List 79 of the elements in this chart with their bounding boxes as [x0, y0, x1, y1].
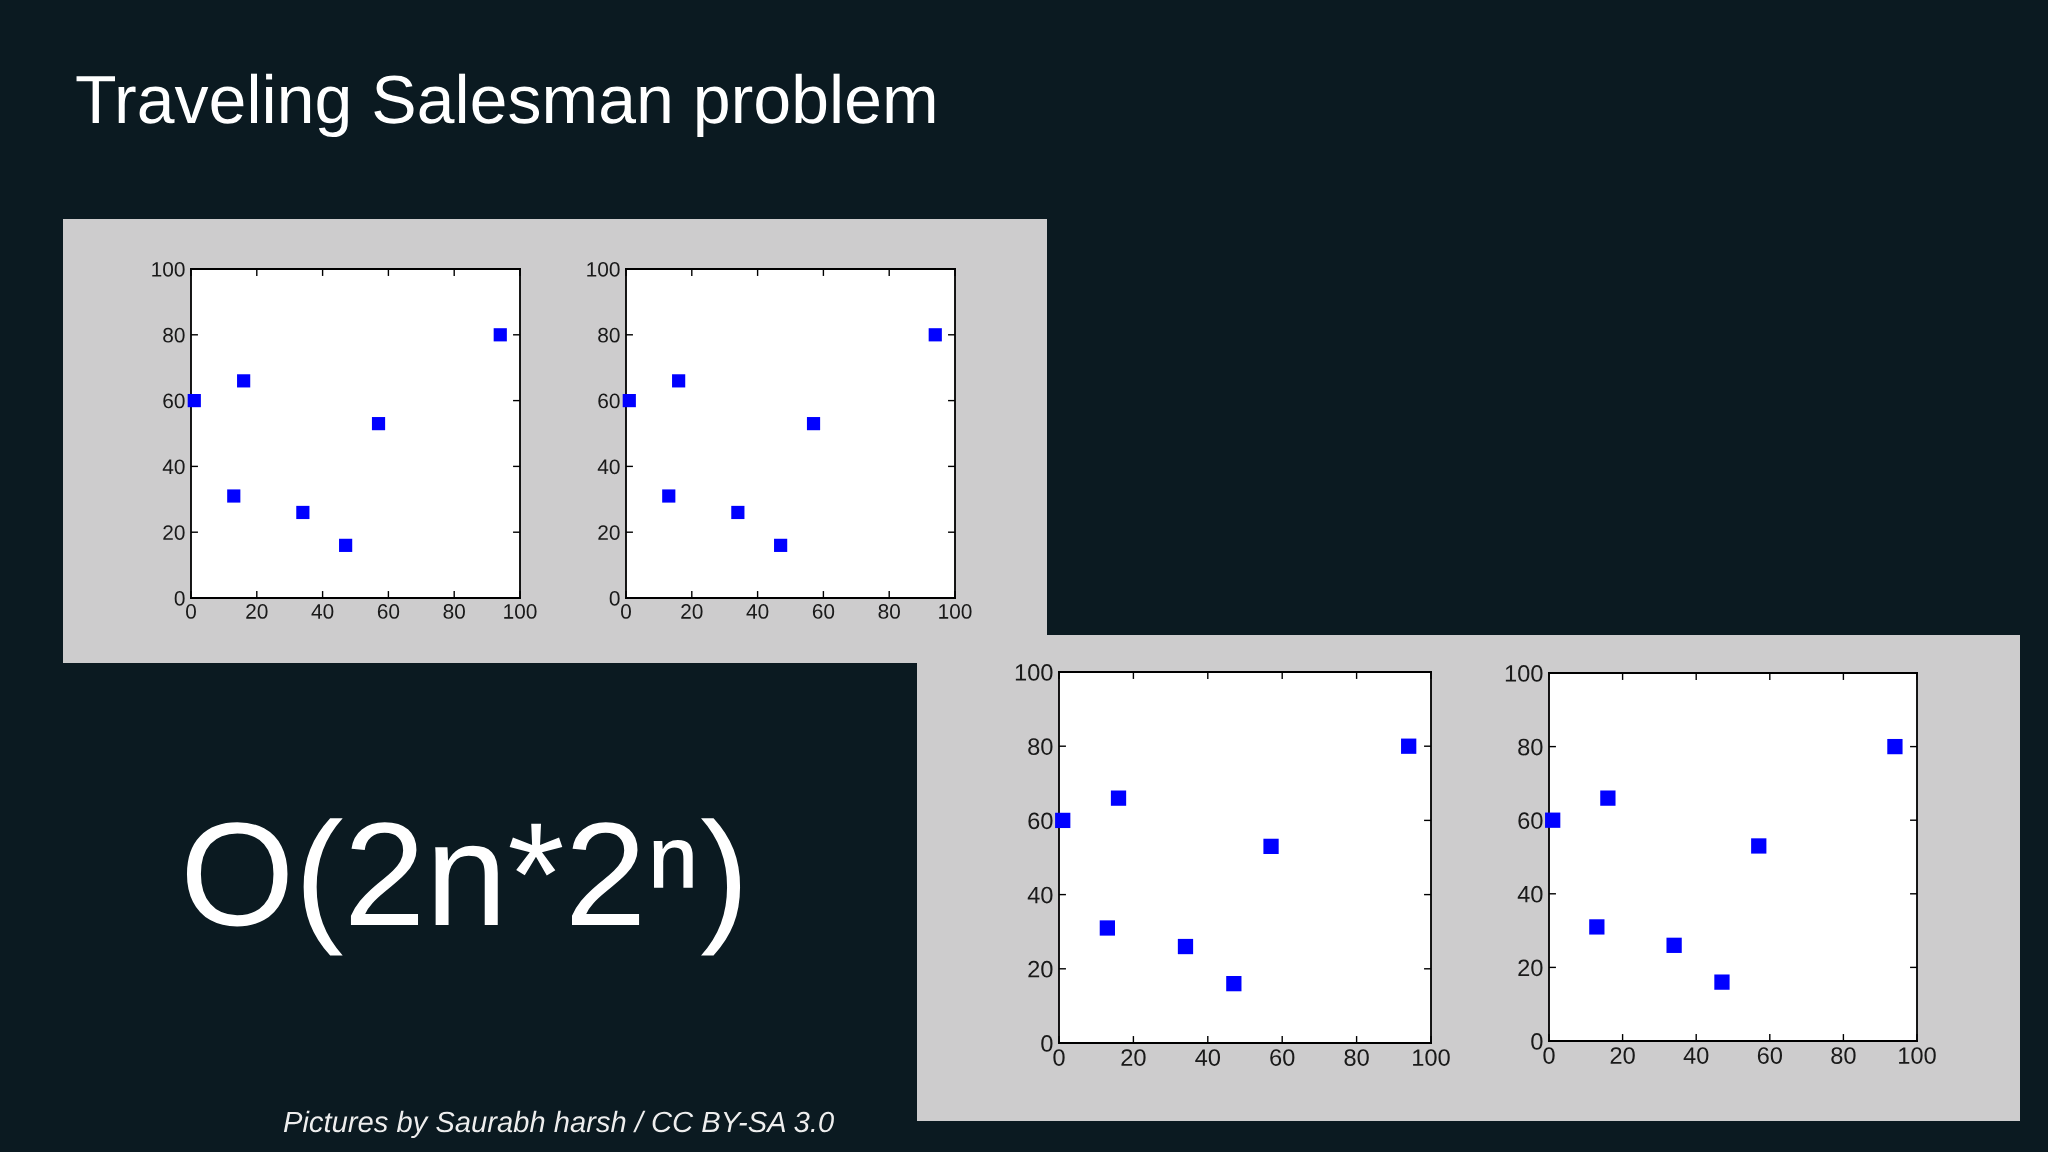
- x-tick-label: 40: [311, 604, 334, 619]
- point: [1177, 938, 1194, 955]
- y-tick-label: 100: [1505, 665, 1543, 682]
- point: [1226, 976, 1242, 992]
- x-tick-label: 40: [1195, 1049, 1221, 1066]
- x-tick-label: 60: [1270, 1049, 1295, 1066]
- x-tick-label: 100: [1413, 1049, 1450, 1066]
- x-tick-label: 60: [377, 604, 400, 619]
- x-tick-label: 40: [746, 604, 769, 619]
- point: [1714, 974, 1730, 990]
- y-tick-label: 60: [598, 393, 620, 409]
- x-tick-label: 60: [1757, 1047, 1783, 1064]
- x-tick-label: 0: [186, 604, 196, 619]
- y-tick-label: 40: [162, 459, 185, 475]
- x-tick-label: 20: [1121, 1049, 1146, 1066]
- y-tick-label: 20: [598, 525, 620, 540]
- point: [1110, 790, 1127, 806]
- point: [1887, 738, 1903, 755]
- point: [1666, 937, 1682, 953]
- point: [774, 538, 788, 552]
- point: [339, 538, 353, 552]
- point: [731, 505, 745, 520]
- x-tick-label: 80: [1344, 1049, 1369, 1066]
- point: [237, 374, 251, 388]
- y-tick-label: 20: [163, 525, 185, 540]
- x-tick-label: 40: [1683, 1047, 1709, 1064]
- y-tick-label: 100: [587, 262, 620, 277]
- point: [928, 328, 942, 342]
- x-tick-label: 80: [1831, 1047, 1856, 1064]
- y-tick-label: 40: [1517, 885, 1543, 903]
- x-tick-label: 20: [1610, 1047, 1635, 1064]
- x-tick-label: 80: [443, 604, 465, 619]
- x-tick-label: 60: [812, 604, 835, 619]
- y-tick-label: 80: [1028, 738, 1053, 755]
- point: [1589, 919, 1605, 935]
- x-tick-label: 0: [621, 604, 631, 619]
- text: O(2n*2ⁿ): [186, 818, 741, 956]
- x-tick-label: 0: [1543, 1047, 1555, 1064]
- point: [672, 374, 686, 388]
- point: [1055, 812, 1071, 829]
- y-tick-label: 0: [174, 591, 185, 606]
- point: [622, 394, 636, 408]
- y-tick-label: 80: [163, 327, 185, 343]
- y-tick-label: 20: [1518, 959, 1543, 977]
- x-tick-label: 0: [1053, 1049, 1065, 1066]
- point: [187, 394, 201, 408]
- y-tick-label: 80: [1518, 738, 1543, 756]
- y-tick-label: 0: [1531, 1033, 1543, 1050]
- y-tick-label: 60: [1028, 812, 1053, 830]
- y-tick-label: 100: [1015, 664, 1053, 681]
- y-tick-label: 100: [152, 262, 185, 277]
- point: [1600, 790, 1616, 806]
- y-tick-label: 40: [597, 459, 620, 475]
- point: [1751, 838, 1767, 854]
- point: [296, 505, 310, 520]
- x-tick-label: 20: [246, 604, 268, 619]
- y-tick-label: 0: [609, 591, 620, 606]
- x-tick-label: 100: [939, 604, 972, 619]
- point: [1263, 838, 1279, 855]
- point: [806, 417, 821, 431]
- point: [227, 489, 241, 503]
- y-tick-label: 0: [1041, 1035, 1053, 1052]
- point: [1545, 812, 1561, 828]
- x-tick-label: 80: [878, 604, 900, 619]
- x-tick-label: 100: [1899, 1047, 1936, 1064]
- x-tick-label: 100: [504, 604, 537, 619]
- point: [1401, 738, 1417, 754]
- y-tick-label: 80: [598, 327, 620, 343]
- text: Pictures by Saurabh harsh / CC BY-SA 3.0: [283, 1110, 834, 1139]
- y-tick-label: 60: [1518, 812, 1543, 829]
- point: [1099, 920, 1115, 936]
- point: [493, 328, 507, 342]
- y-tick-label: 40: [1027, 886, 1053, 904]
- text: Traveling Salesman problem: [76, 73, 935, 138]
- y-tick-label: 60: [163, 393, 185, 409]
- point: [662, 489, 676, 503]
- y-tick-label: 20: [1028, 960, 1053, 978]
- point: [371, 417, 386, 431]
- x-tick-label: 20: [681, 604, 703, 619]
